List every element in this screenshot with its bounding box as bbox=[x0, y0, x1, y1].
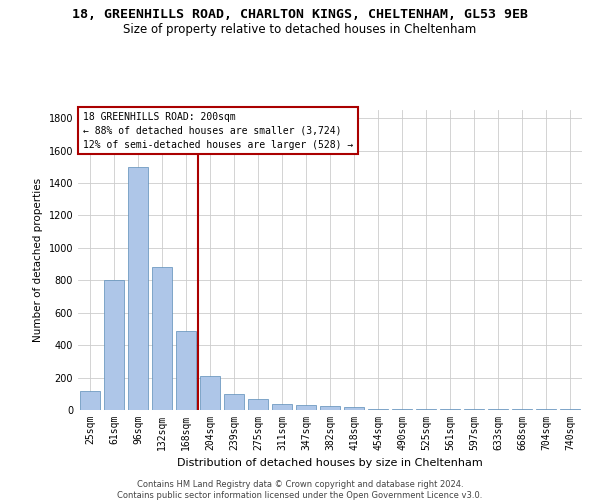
Text: 18, GREENHILLS ROAD, CHARLTON KINGS, CHELTENHAM, GL53 9EB: 18, GREENHILLS ROAD, CHARLTON KINGS, CHE… bbox=[72, 8, 528, 20]
Bar bbox=[296, 405, 316, 410]
Bar bbox=[80, 390, 100, 410]
Bar bbox=[320, 406, 340, 410]
Bar bbox=[344, 407, 364, 410]
Bar bbox=[440, 409, 460, 410]
Text: Distribution of detached houses by size in Cheltenham: Distribution of detached houses by size … bbox=[177, 458, 483, 468]
Bar bbox=[152, 268, 172, 410]
Text: Size of property relative to detached houses in Cheltenham: Size of property relative to detached ho… bbox=[124, 22, 476, 36]
Y-axis label: Number of detached properties: Number of detached properties bbox=[33, 178, 43, 342]
Bar bbox=[224, 394, 244, 410]
Bar bbox=[272, 404, 292, 410]
Bar bbox=[536, 409, 556, 410]
Bar bbox=[488, 409, 508, 410]
Bar bbox=[104, 280, 124, 410]
Bar bbox=[368, 408, 388, 410]
Bar bbox=[392, 409, 412, 410]
Bar bbox=[416, 409, 436, 410]
Bar bbox=[248, 400, 268, 410]
Bar bbox=[176, 330, 196, 410]
Text: Contains HM Land Registry data © Crown copyright and database right 2024.: Contains HM Land Registry data © Crown c… bbox=[137, 480, 463, 489]
Text: Contains public sector information licensed under the Open Government Licence v3: Contains public sector information licen… bbox=[118, 491, 482, 500]
Bar bbox=[128, 167, 148, 410]
Text: 18 GREENHILLS ROAD: 200sqm
← 88% of detached houses are smaller (3,724)
12% of s: 18 GREENHILLS ROAD: 200sqm ← 88% of deta… bbox=[83, 112, 353, 150]
Bar bbox=[200, 376, 220, 410]
Bar bbox=[464, 409, 484, 410]
Bar bbox=[512, 409, 532, 410]
Bar bbox=[560, 409, 580, 410]
